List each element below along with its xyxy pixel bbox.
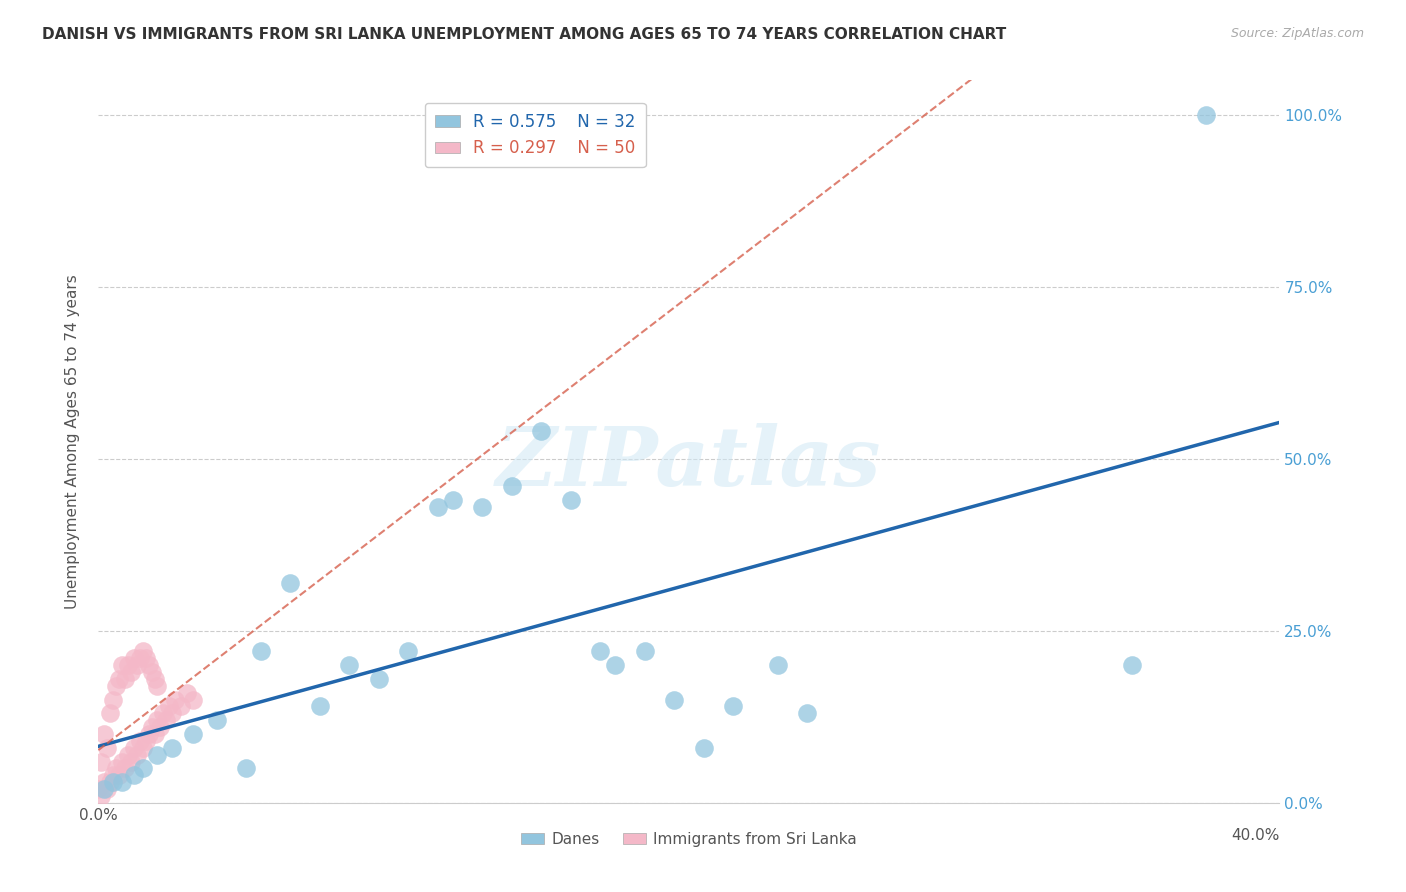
Point (120, 665, 142, 679)
Point (122, 651, 145, 665)
Point (103, 692, 125, 706)
Point (146, 713, 169, 727)
Point (235, 761, 257, 775)
Y-axis label: Unemployment Among Ages 65 to 74 years: Unemployment Among Ages 65 to 74 years (65, 274, 80, 609)
Point (176, 686, 198, 700)
Point (93, 727, 115, 741)
Point (103, 775, 125, 789)
Point (152, 706, 174, 721)
Point (108, 672, 131, 686)
Point (141, 665, 163, 679)
Point (120, 755, 142, 769)
Point (605, 658, 627, 673)
Point (165, 692, 187, 706)
Point (122, 740, 145, 755)
Point (138, 658, 160, 673)
Point (368, 672, 391, 686)
Point (501, 479, 523, 493)
Point (471, 500, 494, 514)
Legend: Danes, Immigrants from Sri Lanka: Danes, Immigrants from Sri Lanka (515, 826, 863, 853)
Text: ZIPatlas: ZIPatlas (496, 423, 882, 503)
Point (114, 761, 136, 775)
Point (117, 747, 139, 762)
Point (143, 672, 166, 686)
Point (103, 768, 125, 782)
Point (157, 699, 180, 714)
Point (122, 768, 145, 782)
Point (105, 761, 128, 775)
Point (132, 644, 155, 658)
Point (205, 713, 228, 727)
Point (138, 727, 160, 741)
Point (162, 740, 183, 755)
Point (111, 658, 134, 673)
Text: 40.0%: 40.0% (1232, 828, 1279, 843)
Point (560, 493, 582, 508)
Point (634, 644, 657, 658)
Point (87, 782, 110, 797)
Point (132, 740, 155, 755)
Point (90, 789, 112, 803)
Point (132, 761, 155, 775)
Point (149, 720, 172, 734)
Point (1121, 658, 1143, 673)
Point (135, 651, 157, 665)
Point (135, 734, 157, 748)
Point (589, 644, 612, 658)
Point (250, 644, 273, 658)
Point (398, 644, 420, 658)
Point (141, 720, 163, 734)
Point (111, 775, 134, 789)
Point (155, 713, 177, 727)
Point (146, 679, 169, 693)
Point (693, 740, 716, 755)
Point (111, 755, 134, 769)
Point (96, 740, 118, 755)
Point (90, 755, 112, 769)
Point (530, 424, 553, 438)
Point (181, 692, 204, 706)
Point (117, 658, 139, 673)
Point (146, 747, 169, 762)
Point (664, 692, 686, 706)
Point (128, 734, 150, 748)
Point (125, 658, 148, 673)
Point (105, 679, 128, 693)
Point (128, 651, 150, 665)
Point (766, 658, 789, 673)
Point (723, 699, 745, 714)
Point (796, 706, 818, 721)
Point (427, 500, 450, 514)
Point (1195, 108, 1218, 122)
Point (98, 775, 121, 789)
Point (441, 493, 464, 508)
Point (108, 768, 131, 782)
Point (93, 775, 115, 789)
Point (280, 575, 302, 590)
Point (143, 727, 166, 741)
Point (170, 699, 193, 714)
Point (125, 747, 148, 762)
Point (309, 699, 332, 714)
Point (162, 706, 183, 721)
Point (93, 782, 115, 797)
Text: DANISH VS IMMIGRANTS FROM SRI LANKA UNEMPLOYMENT AMONG AGES 65 TO 74 YEARS CORRE: DANISH VS IMMIGRANTS FROM SRI LANKA UNEM… (42, 27, 1007, 42)
Point (96, 782, 118, 797)
Text: Source: ZipAtlas.com: Source: ZipAtlas.com (1230, 27, 1364, 40)
Point (181, 727, 204, 741)
Point (114, 672, 136, 686)
Point (98, 706, 121, 721)
Point (339, 658, 361, 673)
